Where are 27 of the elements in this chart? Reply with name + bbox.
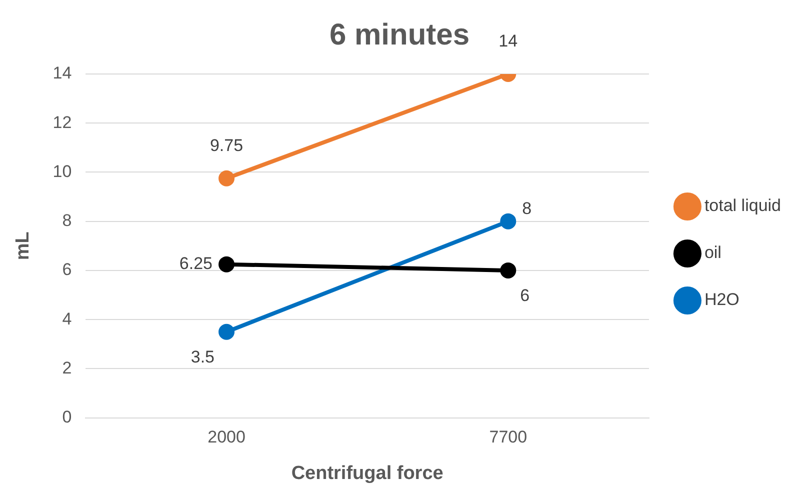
x-axis-title: Centrifugal force <box>291 462 444 484</box>
data-label: 3.5 <box>190 348 215 367</box>
data-label: 8 <box>522 199 532 218</box>
y-tick-label: 14 <box>52 64 72 83</box>
chart-title: 6 minutes <box>329 18 470 52</box>
point <box>500 262 516 278</box>
point <box>500 213 516 230</box>
legend-label: H2O <box>704 290 740 310</box>
legend-label: oil <box>704 243 722 262</box>
point <box>218 170 235 186</box>
data-label: 6.25 <box>179 254 213 274</box>
data-label: 9.75 <box>210 136 244 156</box>
point <box>218 256 235 272</box>
y-axis-title: mL <box>12 231 34 260</box>
y-tick-label: 0 <box>62 407 72 426</box>
point <box>218 324 235 340</box>
y-tick-label: 10 <box>52 162 72 181</box>
y-tick-label: 6 <box>62 260 72 280</box>
x-tick-label: 7700 <box>489 428 528 447</box>
y-tick-label: 8 <box>62 211 72 230</box>
y-tick-label: 4 <box>62 309 72 328</box>
legend-label: total liquid <box>704 196 782 216</box>
y-tick-label: 12 <box>52 112 72 132</box>
data-label: 14 <box>498 32 518 51</box>
y-tick-label: 2 <box>62 358 72 378</box>
data-label: 6 <box>520 286 530 306</box>
x-tick-label: 2000 <box>208 428 246 447</box>
